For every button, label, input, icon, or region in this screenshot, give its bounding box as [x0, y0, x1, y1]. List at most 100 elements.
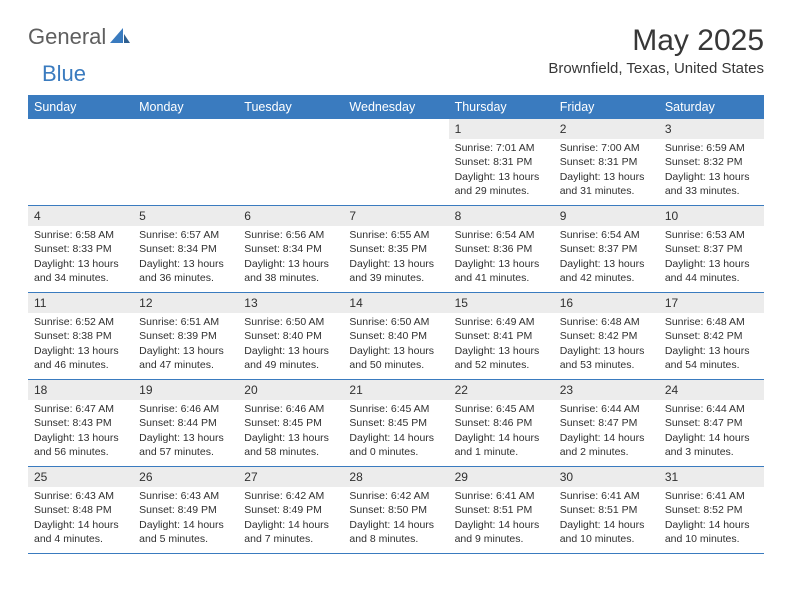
sunset-text: Sunset: 8:35 PM	[349, 242, 442, 256]
day-cell: 16Sunrise: 6:48 AMSunset: 8:42 PMDayligh…	[554, 293, 659, 379]
day-cell: 28Sunrise: 6:42 AMSunset: 8:50 PMDayligh…	[343, 467, 448, 553]
day-body: Sunrise: 6:41 AMSunset: 8:51 PMDaylight:…	[449, 487, 554, 550]
day-cell: 23Sunrise: 6:44 AMSunset: 8:47 PMDayligh…	[554, 380, 659, 466]
day-number	[28, 119, 133, 139]
day-header-cell: Saturday	[659, 95, 764, 119]
day-header-cell: Wednesday	[343, 95, 448, 119]
sunset-text: Sunset: 8:45 PM	[349, 416, 442, 430]
day-cell	[133, 119, 238, 205]
day-number: 23	[554, 380, 659, 400]
daylight-text: Daylight: 13 hours	[455, 344, 548, 358]
sunrise-text: Sunrise: 6:42 AM	[349, 489, 442, 503]
day-number: 27	[238, 467, 343, 487]
sunset-text: Sunset: 8:41 PM	[455, 329, 548, 343]
day-body: Sunrise: 6:45 AMSunset: 8:45 PMDaylight:…	[343, 400, 448, 463]
sunset-text: Sunset: 8:49 PM	[139, 503, 232, 517]
daylight-text: Daylight: 14 hours	[455, 431, 548, 445]
sunrise-text: Sunrise: 6:49 AM	[455, 315, 548, 329]
calendar-page: General May 2025 Brownfield, Texas, Unit…	[0, 0, 792, 578]
weeks-container: 1Sunrise: 7:01 AMSunset: 8:31 PMDaylight…	[28, 119, 764, 554]
daylight-text: and 54 minutes.	[665, 358, 758, 372]
daylight-text: Daylight: 13 hours	[244, 344, 337, 358]
day-cell: 31Sunrise: 6:41 AMSunset: 8:52 PMDayligh…	[659, 467, 764, 553]
daylight-text: and 52 minutes.	[455, 358, 548, 372]
day-number: 19	[133, 380, 238, 400]
daylight-text: and 42 minutes.	[560, 271, 653, 285]
day-body: Sunrise: 6:44 AMSunset: 8:47 PMDaylight:…	[659, 400, 764, 463]
daylight-text: Daylight: 14 hours	[244, 518, 337, 532]
sunset-text: Sunset: 8:39 PM	[139, 329, 232, 343]
sunset-text: Sunset: 8:42 PM	[665, 329, 758, 343]
daylight-text: Daylight: 13 hours	[139, 431, 232, 445]
day-number: 15	[449, 293, 554, 313]
day-number: 9	[554, 206, 659, 226]
sunset-text: Sunset: 8:51 PM	[560, 503, 653, 517]
daylight-text: Daylight: 13 hours	[560, 257, 653, 271]
day-body: Sunrise: 6:41 AMSunset: 8:51 PMDaylight:…	[554, 487, 659, 550]
day-body: Sunrise: 6:56 AMSunset: 8:34 PMDaylight:…	[238, 226, 343, 289]
day-cell: 24Sunrise: 6:44 AMSunset: 8:47 PMDayligh…	[659, 380, 764, 466]
day-cell: 30Sunrise: 6:41 AMSunset: 8:51 PMDayligh…	[554, 467, 659, 553]
day-body: Sunrise: 6:55 AMSunset: 8:35 PMDaylight:…	[343, 226, 448, 289]
sunset-text: Sunset: 8:47 PM	[560, 416, 653, 430]
sunrise-text: Sunrise: 6:54 AM	[560, 228, 653, 242]
sunset-text: Sunset: 8:31 PM	[560, 155, 653, 169]
daylight-text: Daylight: 14 hours	[349, 518, 442, 532]
sunset-text: Sunset: 8:52 PM	[665, 503, 758, 517]
sunrise-text: Sunrise: 6:41 AM	[455, 489, 548, 503]
daylight-text: Daylight: 13 hours	[349, 257, 442, 271]
day-body: Sunrise: 6:48 AMSunset: 8:42 PMDaylight:…	[554, 313, 659, 376]
daylight-text: Daylight: 13 hours	[560, 344, 653, 358]
daylight-text: and 9 minutes.	[455, 532, 548, 546]
day-cell: 10Sunrise: 6:53 AMSunset: 8:37 PMDayligh…	[659, 206, 764, 292]
day-number: 6	[238, 206, 343, 226]
day-number: 17	[659, 293, 764, 313]
sunset-text: Sunset: 8:34 PM	[244, 242, 337, 256]
daylight-text: and 34 minutes.	[34, 271, 127, 285]
daylight-text: Daylight: 13 hours	[244, 431, 337, 445]
day-body: Sunrise: 6:41 AMSunset: 8:52 PMDaylight:…	[659, 487, 764, 550]
day-cell	[343, 119, 448, 205]
sunrise-text: Sunrise: 6:59 AM	[665, 141, 758, 155]
daylight-text: and 10 minutes.	[665, 532, 758, 546]
title-block: May 2025 Brownfield, Texas, United State…	[548, 24, 764, 77]
sunrise-text: Sunrise: 6:44 AM	[665, 402, 758, 416]
daylight-text: and 47 minutes.	[139, 358, 232, 372]
brand-sail-icon	[110, 26, 130, 49]
day-cell: 8Sunrise: 6:54 AMSunset: 8:36 PMDaylight…	[449, 206, 554, 292]
day-body: Sunrise: 6:48 AMSunset: 8:42 PMDaylight:…	[659, 313, 764, 376]
brand-text-1: General	[28, 24, 106, 50]
location-text: Brownfield, Texas, United States	[548, 60, 764, 77]
day-cell: 5Sunrise: 6:57 AMSunset: 8:34 PMDaylight…	[133, 206, 238, 292]
day-number	[133, 119, 238, 139]
daylight-text: and 38 minutes.	[244, 271, 337, 285]
day-header-cell: Sunday	[28, 95, 133, 119]
daylight-text: Daylight: 13 hours	[349, 344, 442, 358]
day-cell: 15Sunrise: 6:49 AMSunset: 8:41 PMDayligh…	[449, 293, 554, 379]
daylight-text: and 3 minutes.	[665, 445, 758, 459]
day-cell: 6Sunrise: 6:56 AMSunset: 8:34 PMDaylight…	[238, 206, 343, 292]
sunset-text: Sunset: 8:40 PM	[244, 329, 337, 343]
day-cell: 9Sunrise: 6:54 AMSunset: 8:37 PMDaylight…	[554, 206, 659, 292]
day-cell: 12Sunrise: 6:51 AMSunset: 8:39 PMDayligh…	[133, 293, 238, 379]
daylight-text: Daylight: 14 hours	[455, 518, 548, 532]
daylight-text: Daylight: 13 hours	[139, 344, 232, 358]
sunrise-text: Sunrise: 6:45 AM	[349, 402, 442, 416]
day-cell: 3Sunrise: 6:59 AMSunset: 8:32 PMDaylight…	[659, 119, 764, 205]
day-body: Sunrise: 6:42 AMSunset: 8:50 PMDaylight:…	[343, 487, 448, 550]
day-cell: 22Sunrise: 6:45 AMSunset: 8:46 PMDayligh…	[449, 380, 554, 466]
day-cell: 17Sunrise: 6:48 AMSunset: 8:42 PMDayligh…	[659, 293, 764, 379]
day-cell: 11Sunrise: 6:52 AMSunset: 8:38 PMDayligh…	[28, 293, 133, 379]
daylight-text: and 44 minutes.	[665, 271, 758, 285]
day-header-cell: Monday	[133, 95, 238, 119]
day-cell: 2Sunrise: 7:00 AMSunset: 8:31 PMDaylight…	[554, 119, 659, 205]
day-cell: 25Sunrise: 6:43 AMSunset: 8:48 PMDayligh…	[28, 467, 133, 553]
day-number: 22	[449, 380, 554, 400]
day-body: Sunrise: 6:42 AMSunset: 8:49 PMDaylight:…	[238, 487, 343, 550]
day-number: 3	[659, 119, 764, 139]
daylight-text: and 50 minutes.	[349, 358, 442, 372]
day-body: Sunrise: 6:49 AMSunset: 8:41 PMDaylight:…	[449, 313, 554, 376]
day-body: Sunrise: 7:01 AMSunset: 8:31 PMDaylight:…	[449, 139, 554, 202]
day-cell: 14Sunrise: 6:50 AMSunset: 8:40 PMDayligh…	[343, 293, 448, 379]
week-row: 25Sunrise: 6:43 AMSunset: 8:48 PMDayligh…	[28, 467, 764, 554]
